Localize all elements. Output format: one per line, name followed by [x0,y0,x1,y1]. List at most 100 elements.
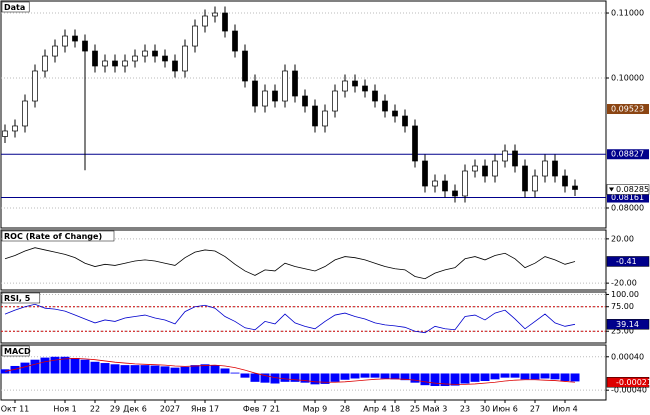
candle-body [512,150,518,167]
indicator-line [4,247,576,280]
candle-body [192,25,198,47]
macd-bar [330,373,340,382]
macd-bar [240,373,250,378]
x-tick-label: Фев 7 [243,405,267,414]
candle-body [452,190,458,197]
macd-bar [280,373,290,382]
macd-bar [380,373,390,379]
macd-bar [20,362,30,374]
x-tick-label: Окт 11 [1,405,30,414]
macd-bar [190,365,200,374]
last-value-label: 0.08285 [616,185,649,194]
y-tick-label: -0.00040 [611,386,647,395]
macd-bar [340,373,350,380]
candle-body [342,80,348,92]
macd-bar [90,361,100,374]
macd-bar [260,373,270,383]
macd-bar [220,368,230,374]
x-tick-label: 27 [170,405,180,414]
candle-body [212,12,218,17]
x-tick-label: Дек 6 [123,405,147,414]
x-tick-label: 20 [160,405,170,414]
macd-bar [410,373,420,383]
macd-bar [560,373,570,381]
candle-body [42,55,48,72]
macd-bar [420,373,430,386]
macd-bar [110,364,120,374]
candle-body [542,160,548,177]
x-tick-label: 23 [460,405,470,414]
candle-body [302,95,308,107]
indicator-line [4,358,576,385]
macd-bar [250,373,260,382]
candle-body [132,55,138,62]
macd-bar [290,373,300,382]
macd-bar [500,373,510,378]
macd-bar [60,356,70,374]
y-tick-label: 0.00040 [611,352,644,361]
y-tick-label: 0.08000 [611,203,644,212]
candle-body [312,105,318,127]
candle-body [432,180,438,187]
candle-body [282,70,288,102]
y-tick-label: 25.00 [611,327,634,336]
candle-body [552,160,558,177]
macd-bar [400,373,410,381]
candle-body [262,90,268,107]
candle-body [72,35,78,42]
x-tick-label: 30 [480,405,490,414]
x-tick-label: 27 [530,405,540,414]
macd-bar [50,356,60,374]
price-label: 0.09523 [611,105,644,114]
candle-body [572,185,578,190]
macd-bar [10,365,20,374]
macd-bar [310,373,320,385]
macd-bar [40,357,50,374]
candle-body [462,170,468,197]
candle-body [412,125,418,162]
candle-body [472,165,478,172]
y-tick-label: -20.00 [611,279,637,288]
macd-bar [430,373,440,387]
y-tick-label: 100.00 [611,290,639,299]
last-value-label: 39.14 [616,320,639,329]
candle-body [402,115,408,127]
macd-bar [480,373,490,381]
price-label: 0.08161 [611,193,644,202]
pane-title: MACD [4,347,31,356]
macd-bar [210,365,220,374]
macd-bar [270,373,280,384]
last-value-label: -0.00021 [616,378,650,387]
candle-body [482,165,488,177]
pane-frame [0,0,607,229]
candle-body [142,50,148,57]
price-label: 0.08827 [611,150,644,159]
macd-bar [70,358,80,374]
candle-body [32,70,38,102]
x-tick-label: 18 [390,405,400,414]
x-tick-label: 28 [340,405,350,414]
macd-bar [390,373,400,380]
macd-bar [320,373,330,384]
candle-body [392,110,398,117]
y-tick-label: 20.00 [611,234,634,243]
price-label-bg [607,149,649,160]
macd-bar [540,373,550,379]
candle-body [152,50,158,57]
pane-title: Data [4,3,25,12]
macd-bar [180,366,190,374]
candle-body [182,45,188,72]
candle-body [162,55,168,62]
price-label-bg [607,192,649,203]
pane-frame [0,291,607,344]
macd-bar [460,373,470,384]
indicator-line [4,303,576,334]
candle-body [502,150,508,162]
candle-body [442,180,448,192]
y-tick-label: 0.10000 [611,74,644,83]
macd-bar [550,373,560,380]
x-tick-label: Июн 6 [492,405,518,414]
candle-body [382,100,388,112]
candle-body [532,175,538,192]
